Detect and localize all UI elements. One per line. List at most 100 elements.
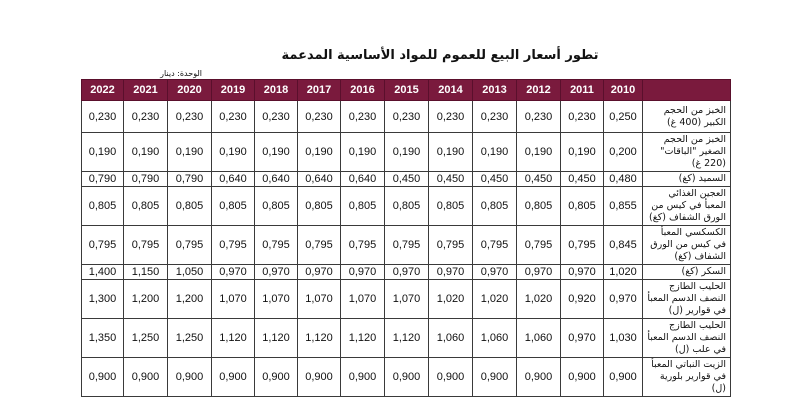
price-cell: 0,805 bbox=[560, 186, 604, 226]
product-label: الحليب الطازج النصف الدسم المعبأ في قوار… bbox=[642, 279, 731, 319]
table-row: 0,805 0,805 0,805 0,805 0,805 0,805 0,805 0,805… bbox=[81, 186, 731, 226]
table-row: 1,300 1,200 1,200 1,070 1,070 1,070 1,070 1,070… bbox=[81, 279, 731, 319]
price-cell: 0,795 bbox=[81, 225, 124, 265]
price-cell: 0,190 bbox=[123, 132, 168, 172]
price-cell: 0,900 bbox=[81, 357, 124, 397]
year-header: 2013 bbox=[472, 79, 517, 101]
year-header: 2011 bbox=[560, 79, 604, 101]
price-cell: 0,805 bbox=[211, 186, 255, 226]
price-cell: 0,795 bbox=[560, 225, 604, 265]
price-cell: 0,900 bbox=[211, 357, 255, 397]
table-row: 0,230 0,230 0,230 0,230 0,230 0,230 0,230 0,230… bbox=[81, 100, 731, 133]
price-cell: 1,020 bbox=[516, 279, 561, 319]
price-cell: 0,970 bbox=[603, 279, 643, 319]
price-cell: 1,200 bbox=[167, 279, 212, 319]
table-row: 1,350 1,250 1,250 1,120 1,120 1,120 1,120 1,120… bbox=[81, 318, 731, 358]
price-cell: 0,795 bbox=[297, 225, 341, 265]
price-cell: 1,060 bbox=[428, 318, 473, 358]
product-label: الخبز من الحجم الكبير (400 غ) bbox=[642, 100, 731, 133]
price-cell: 1,120 bbox=[297, 318, 341, 358]
year-header: 2016 bbox=[340, 79, 385, 101]
price-cell: 0,900 bbox=[603, 357, 643, 397]
price-cell: 0,450 bbox=[516, 171, 561, 187]
year-header: 2018 bbox=[254, 79, 298, 101]
price-cell: 1,350 bbox=[81, 318, 124, 358]
product-label: الخبز من الحجم الصغير "الباقات" (220 غ) bbox=[642, 132, 731, 172]
price-cell: 0,450 bbox=[428, 171, 473, 187]
product-label: السكر (كغ) bbox=[642, 264, 731, 280]
price-cell: 0,480 bbox=[603, 171, 643, 187]
unit-note: الوحدة: دينار bbox=[160, 69, 202, 78]
year-header: 2020 bbox=[167, 79, 212, 101]
price-cell: 0,250 bbox=[603, 100, 643, 133]
price-cell: 0,795 bbox=[428, 225, 473, 265]
prices-table: 2022 2021 2020 2019 2018 2017 2016 2015 … bbox=[81, 79, 731, 397]
price-cell: 0,970 bbox=[560, 318, 604, 358]
price-cell: 0,190 bbox=[428, 132, 473, 172]
price-cell: 0,970 bbox=[560, 264, 604, 280]
price-cell: 0,900 bbox=[167, 357, 212, 397]
price-cell: 0,190 bbox=[254, 132, 298, 172]
price-cell: 0,450 bbox=[384, 171, 429, 187]
price-cell: 1,250 bbox=[167, 318, 212, 358]
table-row: 0,790 0,790 0,790 0,640 0,640 0,640 0,640 0,450… bbox=[81, 171, 731, 187]
year-header: 2010 bbox=[603, 79, 643, 101]
price-cell: 0,230 bbox=[167, 100, 212, 133]
price-cell: 0,805 bbox=[384, 186, 429, 226]
table-row: 0,900 0,900 0,900 0,900 0,900 0,900 0,900 0,900… bbox=[81, 357, 731, 397]
price-cell: 0,190 bbox=[211, 132, 255, 172]
price-cell: 1,070 bbox=[297, 279, 341, 319]
price-cell: 0,970 bbox=[516, 264, 561, 280]
price-cell: 1,070 bbox=[384, 279, 429, 319]
price-cell: 0,970 bbox=[340, 264, 385, 280]
price-cell: 1,400 bbox=[81, 264, 124, 280]
price-cell: 0,230 bbox=[384, 100, 429, 133]
year-header: 2017 bbox=[297, 79, 341, 101]
product-label: الحليب الطازج النصف الدسم المعبأ في علب … bbox=[642, 318, 731, 358]
price-cell: 0,970 bbox=[211, 264, 255, 280]
price-cell: 0,805 bbox=[81, 186, 124, 226]
table-row: 0,795 0,795 0,795 0,795 0,795 0,795 0,795 0,795… bbox=[81, 225, 731, 265]
price-cell: 0,805 bbox=[254, 186, 298, 226]
price-cell: 0,805 bbox=[516, 186, 561, 226]
price-cell: 0,805 bbox=[472, 186, 517, 226]
price-cell: 1,300 bbox=[81, 279, 124, 319]
price-cell: 0,970 bbox=[472, 264, 517, 280]
product-label: العجين الغذائي المعبأ في كيس من الورق ال… bbox=[642, 186, 731, 226]
price-cell: 1,070 bbox=[254, 279, 298, 319]
product-label: الزيت النباتي المعبأ في قوارير بلورية (ل… bbox=[642, 357, 731, 397]
price-cell: 0,230 bbox=[254, 100, 298, 133]
price-cell: 0,230 bbox=[516, 100, 561, 133]
price-cell: 0,900 bbox=[297, 357, 341, 397]
price-cell: 0,970 bbox=[384, 264, 429, 280]
price-cell: 0,190 bbox=[560, 132, 604, 172]
price-cell: 0,805 bbox=[167, 186, 212, 226]
product-header bbox=[642, 79, 731, 101]
year-header: 2019 bbox=[211, 79, 255, 101]
price-cell: 1,030 bbox=[603, 318, 643, 358]
price-cell: 0,900 bbox=[254, 357, 298, 397]
price-cell: 0,970 bbox=[428, 264, 473, 280]
price-cell: 0,795 bbox=[167, 225, 212, 265]
year-header: 2022 bbox=[81, 79, 124, 101]
price-cell: 0,190 bbox=[384, 132, 429, 172]
price-cell: 0,230 bbox=[123, 100, 168, 133]
table-title: تطور أسعار البيع للعموم للمواد الأساسية … bbox=[281, 48, 599, 63]
price-cell: 1,120 bbox=[384, 318, 429, 358]
price-cell: 0,795 bbox=[472, 225, 517, 265]
year-header: 2012 bbox=[516, 79, 561, 101]
price-cell: 1,050 bbox=[167, 264, 212, 280]
price-cell: 1,120 bbox=[211, 318, 255, 358]
price-cell: 0,450 bbox=[560, 171, 604, 187]
price-cell: 0,640 bbox=[297, 171, 341, 187]
price-cell: 0,900 bbox=[472, 357, 517, 397]
price-cell: 1,150 bbox=[123, 264, 168, 280]
price-cell: 0,190 bbox=[81, 132, 124, 172]
price-cell: 0,230 bbox=[297, 100, 341, 133]
price-cell: 1,120 bbox=[340, 318, 385, 358]
price-cell: 0,920 bbox=[560, 279, 604, 319]
price-cell: 0,200 bbox=[603, 132, 643, 172]
price-cell: 0,230 bbox=[340, 100, 385, 133]
price-cell: 0,805 bbox=[297, 186, 341, 226]
price-cell: 1,060 bbox=[472, 318, 517, 358]
